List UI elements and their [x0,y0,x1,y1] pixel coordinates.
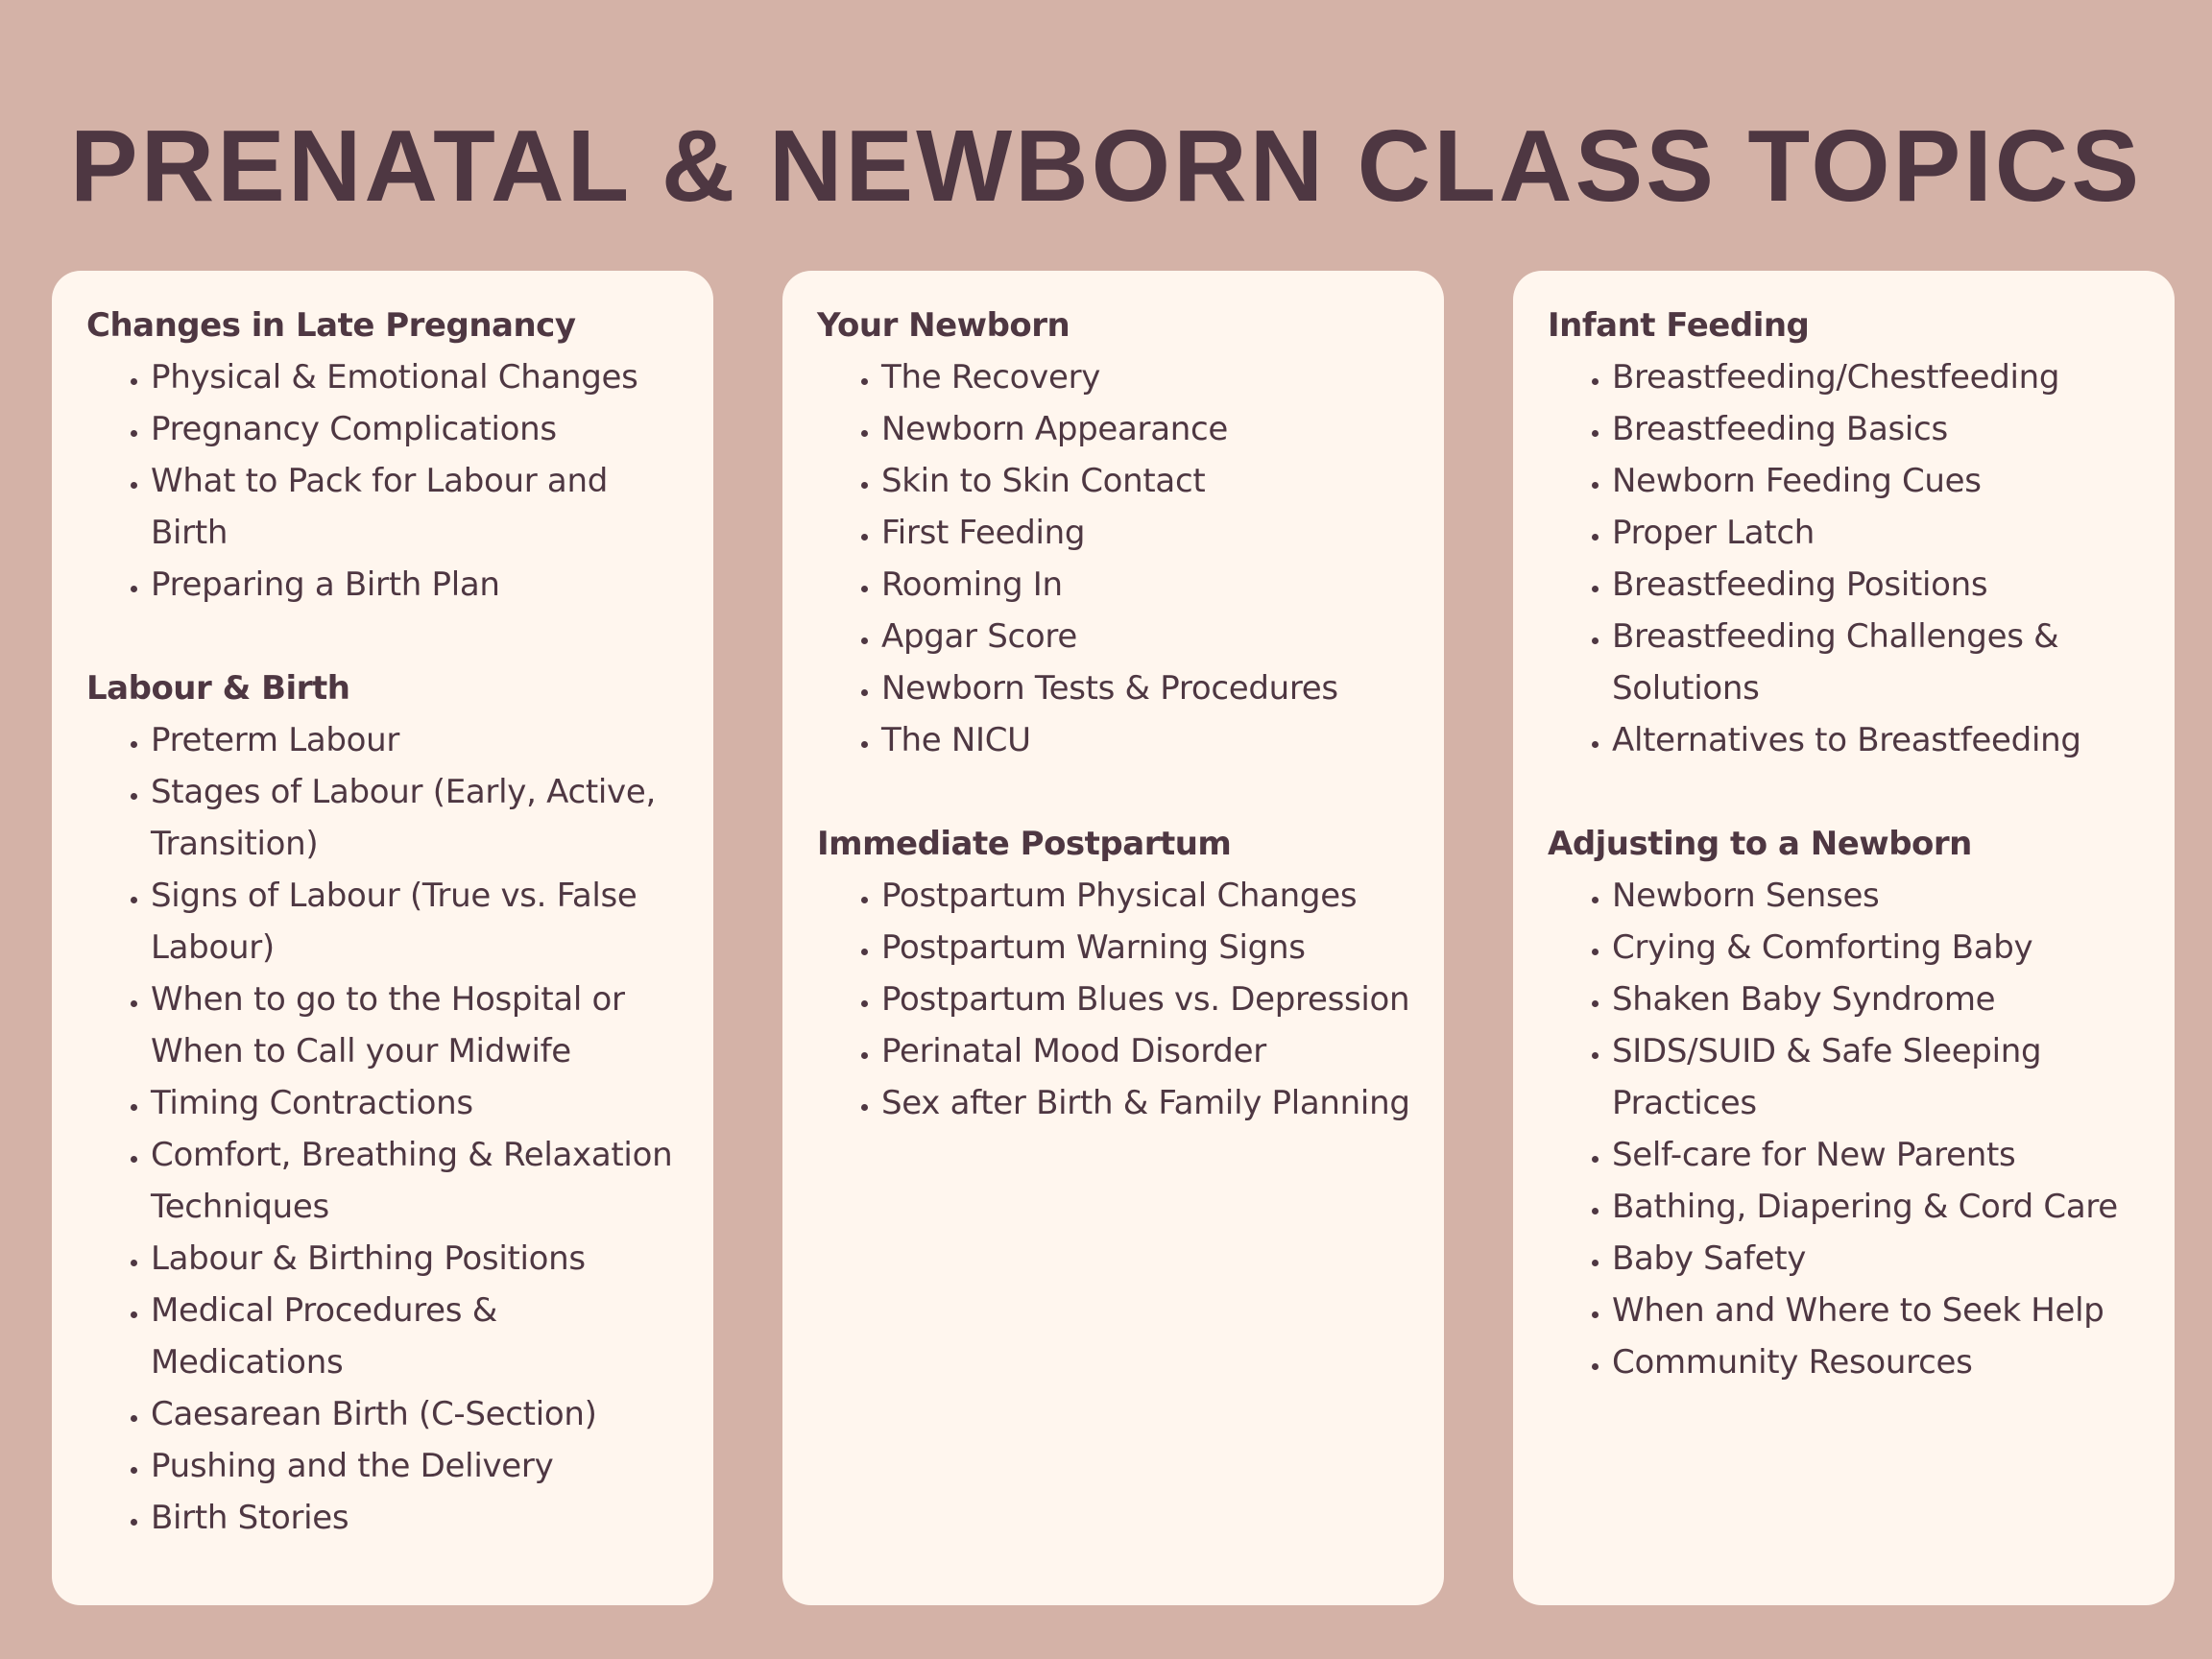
list-item: Stages of Labour (Early, Active, Transit… [151,766,685,870]
list-item: Birth Stories [151,1492,685,1544]
list-item: Labour & Birthing Positions [151,1233,685,1285]
topic-card: Changes in Late Pregnancy Physical & Emot… [52,271,713,1605]
list-item: The NICU [881,714,1415,766]
topic-section: Changes in Late Pregnancy Physical & Emot… [86,300,685,611]
list-item: Postpartum Physical Changes [881,870,1415,922]
list-item: Baby Safety [1612,1233,2146,1285]
list-item: Timing Contractions [151,1077,685,1129]
list-item: Community Resources [1612,1336,2146,1388]
list-item: Signs of Labour (True vs. False Labour) [151,870,685,974]
topic-card: Infant Feeding Breastfeeding/Chestfeeding… [1513,271,2175,1605]
list-item: Pregnancy Complications [151,403,685,455]
list-item: Physical & Emotional Changes [151,351,685,403]
list-item: Breastfeeding Challenges & Solutions [1612,611,2146,714]
list-item: Self-care for New Parents [1612,1129,2146,1181]
list-item: Breastfeeding/Chestfeeding [1612,351,2146,403]
list-item: Alternatives to Breastfeeding [1612,714,2146,766]
topic-section: Immediate Postpartum Postpartum Physical … [817,818,1415,1129]
section-heading: Immediate Postpartum [817,825,1232,863]
topic-list: Postpartum Physical ChangesPostpartum Wa… [817,870,1415,1129]
list-item: Sex after Birth & Family Planning [881,1077,1415,1129]
list-item: Preparing a Birth Plan [151,559,685,611]
list-item: What to Pack for Labour and Birth [151,455,685,559]
list-item: Preterm Labour [151,714,685,766]
list-item: Comfort, Breathing & Relaxation Techniqu… [151,1129,685,1233]
list-item: Crying & Comforting Baby [1612,922,2146,974]
topic-section: Your Newborn The RecoveryNewborn Appearan… [817,300,1415,766]
section-heading: Adjusting to a Newborn [1548,825,1972,863]
topic-list: Physical & Emotional ChangesPregnancy Co… [86,351,685,611]
topic-section: Infant Feeding Breastfeeding/Chestfeeding… [1548,300,2146,766]
list-item: Newborn Tests & Procedures [881,662,1415,714]
list-item: Pushing and the Delivery [151,1440,685,1492]
topic-card: Your Newborn The RecoveryNewborn Appearan… [782,271,1444,1605]
section-heading: Infant Feeding [1548,306,1810,345]
list-item: Caesarean Birth (C-Section) [151,1388,685,1440]
list-item: Newborn Feeding Cues [1612,455,2146,507]
list-item: Newborn Senses [1612,870,2146,922]
list-item: The Recovery [881,351,1415,403]
section-heading: Changes in Late Pregnancy [86,306,576,345]
list-item: Skin to Skin Contact [881,455,1415,507]
list-item: Medical Procedures & Medications [151,1285,685,1388]
list-item: Proper Latch [1612,507,2146,559]
list-item: Apgar Score [881,611,1415,662]
list-item: Postpartum Warning Signs [881,922,1415,974]
list-item: SIDS/SUID & Safe Sleeping Practices [1612,1025,2146,1129]
topic-list: Preterm LabourStages of Labour (Early, A… [86,714,685,1544]
topic-section: Labour & Birth Preterm LabourStages of La… [86,662,685,1544]
list-item: First Feeding [881,507,1415,559]
topic-list: Breastfeeding/ChestfeedingBreastfeeding … [1548,351,2146,766]
list-item: Perinatal Mood Disorder [881,1025,1415,1077]
section-heading: Your Newborn [817,306,1070,345]
list-item: When to go to the Hospital or When to Ca… [151,974,685,1077]
topic-list: Newborn SensesCrying & Comforting BabySh… [1548,870,2146,1388]
list-item: Rooming In [881,559,1415,611]
topic-section: Adjusting to a Newborn Newborn SensesCryi… [1548,818,2146,1388]
list-item: Breastfeeding Basics [1612,403,2146,455]
list-item: Breastfeeding Positions [1612,559,2146,611]
list-item: Shaken Baby Syndrome [1612,974,2146,1025]
topic-list: The RecoveryNewborn AppearanceSkin to Sk… [817,351,1415,766]
list-item: Postpartum Blues vs. Depression [881,974,1415,1025]
section-heading: Labour & Birth [86,669,350,708]
page-title: PRENATAL & NEWBORN CLASS TOPICS [69,109,2143,223]
list-item: Bathing, Diapering & Cord Care [1612,1181,2146,1233]
list-item: When and Where to Seek Help [1612,1285,2146,1336]
list-item: Newborn Appearance [881,403,1415,455]
